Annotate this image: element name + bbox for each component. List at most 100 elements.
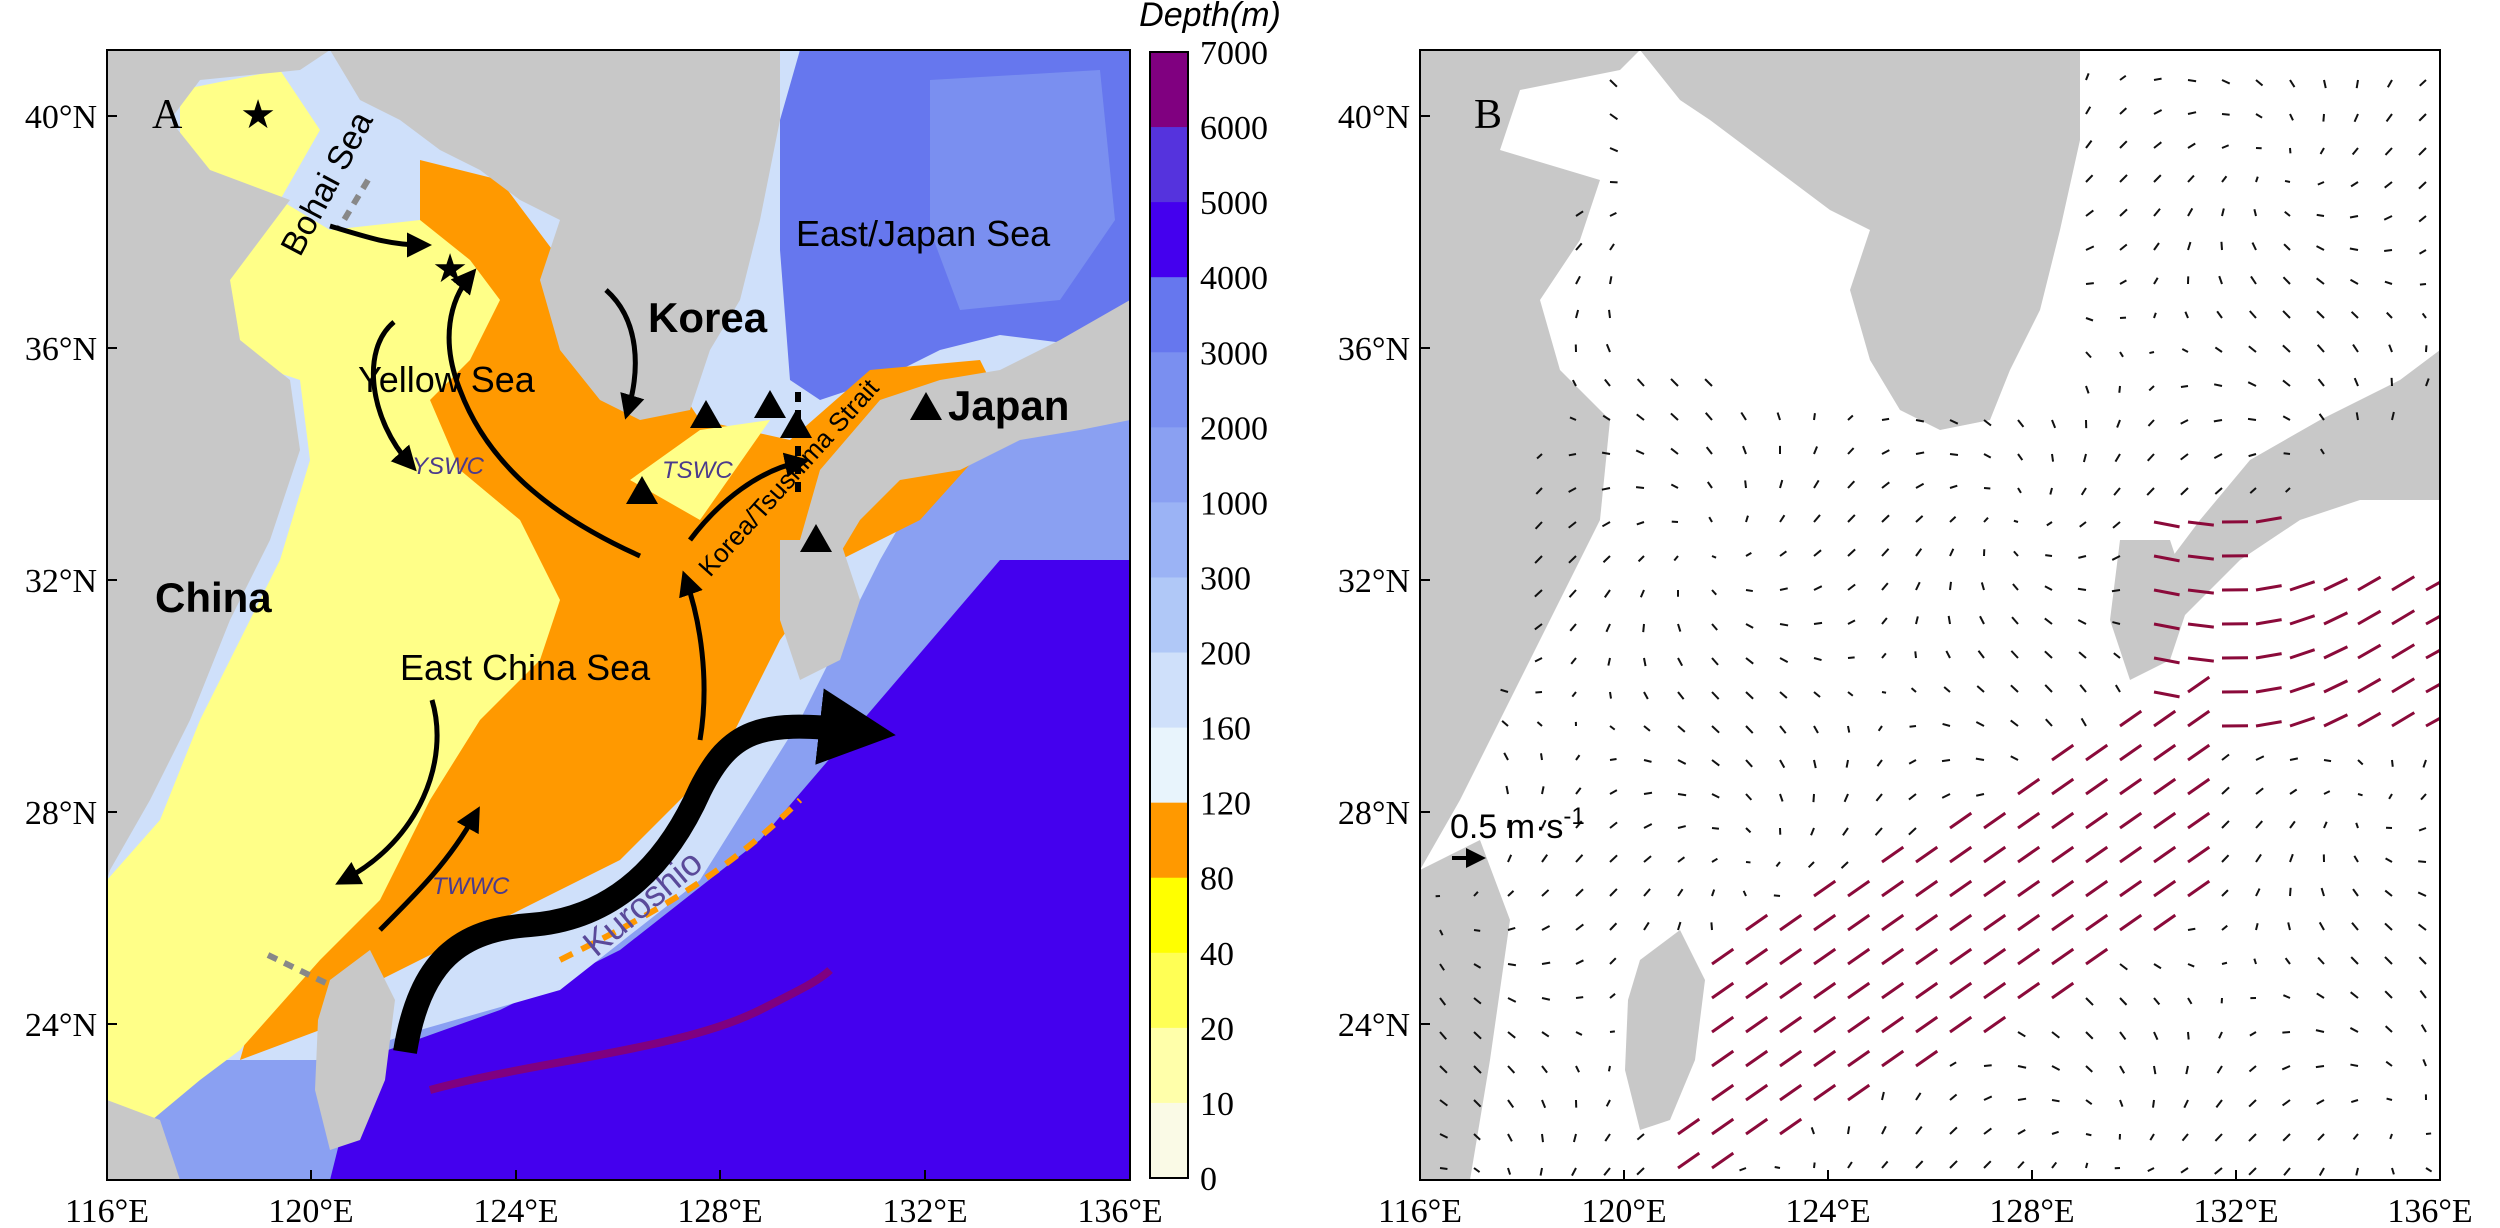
vector-arrow: [1949, 548, 1955, 557]
vector-arrow: [1915, 581, 1921, 591]
vector-arrow: [2248, 1065, 2257, 1073]
vector-arrow: [2388, 793, 2393, 800]
label-tswc: TSWC: [662, 457, 733, 484]
vector-arrow: [2049, 487, 2053, 495]
vector-arrow: [2289, 580, 2316, 592]
vector-arrow: [1847, 1015, 1871, 1034]
vector-arrow: [1914, 651, 1917, 659]
panel-b-map: [1420, 50, 2440, 1180]
vector-arrow: [2017, 1128, 2026, 1135]
vector-arrow: [2221, 820, 2230, 829]
vector-arrow: [2384, 956, 2393, 965]
vector-arrow: [1881, 449, 1890, 455]
land-taiwan: [315, 950, 395, 1150]
vector-arrow: [1847, 1083, 1871, 1102]
vector-arrow: [2255, 652, 2282, 660]
vector-arrow: [2349, 1027, 2359, 1033]
vector-arrow: [2384, 147, 2393, 156]
vector-arrow: [2119, 709, 2143, 728]
vector-arrow: [1609, 993, 1616, 999]
vector-arrow: [1643, 791, 1653, 795]
vector-arrow: [2391, 643, 2416, 660]
vector-arrow: [2318, 921, 2325, 931]
vector-arrow: [2282, 276, 2291, 285]
vector-arrow: [2187, 656, 2214, 663]
vector-arrow: [1847, 414, 1854, 421]
vector-arrow: [1602, 555, 1611, 563]
vector-arrow: [1670, 447, 1679, 455]
vector-arrow: [1643, 691, 1649, 700]
vector-arrow: [1813, 879, 1837, 898]
vector-arrow: [2289, 614, 2316, 626]
vector-arrow: [2153, 743, 2177, 762]
vector-arrow: [1473, 963, 1482, 969]
vector-arrow: [2287, 922, 2291, 931]
vector-arrow: [2051, 879, 2075, 898]
vector-arrow: [1949, 484, 1958, 489]
vector-arrow: [1807, 861, 1815, 869]
lon-tick-124-b: 124°E: [1785, 1193, 1870, 1228]
vector-arrow: [2113, 652, 2121, 659]
vector-arrow: [1949, 947, 1973, 966]
vector-arrow: [2282, 415, 2291, 421]
vector-arrow: [2425, 1132, 2432, 1135]
vector-arrow: [2187, 554, 2214, 561]
vector-arrow: [1643, 855, 1652, 863]
panel-a-letter: A: [152, 92, 183, 138]
vector-arrow: [2012, 583, 2019, 591]
vector-arrow: [1473, 1065, 1482, 1074]
vector-arrow: [1745, 515, 1749, 523]
vector-arrow: [2316, 213, 2325, 217]
vector-arrow: [2017, 1097, 2027, 1101]
vector-arrow: [1881, 1091, 1885, 1101]
vector-arrow: [2085, 106, 2092, 115]
vector-arrow: [2010, 684, 2019, 693]
vector-arrow: [1473, 1167, 1481, 1173]
vector-arrow: [2187, 588, 2214, 595]
ryukyu-trench: [428, 967, 833, 1094]
vector-arrow: [2383, 215, 2393, 221]
vector-arrow: [2350, 1063, 2359, 1067]
vector-arrow: [1575, 820, 1583, 829]
vector-arrow: [1711, 589, 1717, 596]
vector-arrow: [2316, 344, 2325, 353]
vector-arrow: [2181, 1133, 2189, 1142]
vector-arrow: [2418, 956, 2427, 965]
vector-arrow: [1975, 793, 1985, 797]
label-twwc: TWWC: [432, 873, 510, 900]
vector-arrow: [1983, 1160, 1992, 1169]
vector-arrow: [1779, 981, 1803, 1000]
vector-arrow: [2153, 520, 2180, 529]
vector-arrow: [2085, 947, 2109, 966]
vector-arrow: [2017, 1065, 2027, 1069]
vector-arrow: [2425, 378, 2430, 387]
vector-arrow: [1813, 585, 1823, 591]
vector-arrow: [1609, 691, 1612, 699]
vector-arrow: [1779, 623, 1789, 627]
vector-arrow: [1568, 487, 1577, 493]
vector-arrow: [2316, 310, 2325, 319]
vector-arrow: [2119, 243, 2128, 251]
colorbar-tick-label: 1000: [1200, 485, 1268, 522]
vector-arrow: [2389, 1133, 2393, 1140]
lon-tick-136-b: 136°E: [2387, 1193, 2472, 1228]
vector-arrow: [2079, 521, 2087, 528]
vector-arrow: [1609, 243, 1615, 251]
vector-arrow: [2391, 609, 2416, 626]
triangle-icon: [780, 410, 812, 438]
vector-arrow: [1670, 378, 1679, 387]
vector-arrow: [2085, 140, 2093, 149]
panel-b-frame: [1419, 49, 2441, 1181]
vector-arrow: [2289, 788, 2298, 795]
vector-arrow: [2153, 690, 2180, 699]
vector-arrow: [2319, 448, 2325, 455]
vector-arrow: [2085, 282, 2094, 285]
vector-arrow: [2221, 175, 2228, 183]
vector-arrow: [2051, 1099, 2060, 1103]
lon-tick-136: 136°E: [1077, 1193, 1162, 1228]
vector-arrow: [2386, 79, 2393, 88]
vector-arrow: [1535, 487, 1543, 495]
vector-arrow: [2119, 1065, 2126, 1074]
vector-arrow: [1847, 981, 1871, 1000]
vector-arrow: [2085, 743, 2109, 762]
